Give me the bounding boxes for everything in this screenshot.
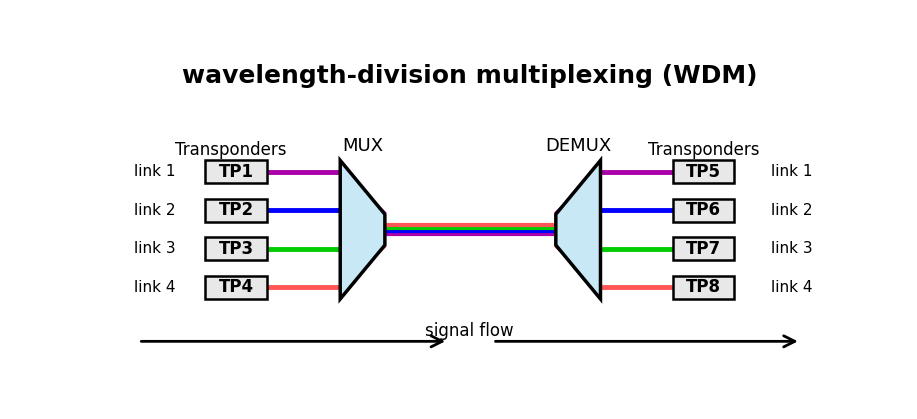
Bar — [673, 276, 735, 299]
Text: link 1: link 1 — [771, 164, 812, 179]
Text: TP7: TP7 — [686, 240, 721, 258]
Text: link 2: link 2 — [134, 203, 175, 218]
Text: link 4: link 4 — [771, 280, 812, 295]
Text: link 3: link 3 — [134, 241, 175, 256]
Text: TP3: TP3 — [219, 240, 254, 258]
Text: TP4: TP4 — [219, 279, 254, 296]
Text: link 2: link 2 — [771, 203, 812, 218]
Text: link 3: link 3 — [771, 241, 813, 256]
Text: TP8: TP8 — [686, 279, 721, 296]
Polygon shape — [556, 160, 601, 299]
Bar — [205, 276, 267, 299]
Bar — [673, 160, 735, 184]
Bar — [205, 199, 267, 222]
Polygon shape — [340, 160, 385, 299]
Text: wavelength-division multiplexing (WDM): wavelength-division multiplexing (WDM) — [182, 64, 757, 88]
Text: Transponders: Transponders — [648, 141, 759, 159]
Text: Transponders: Transponders — [175, 141, 287, 159]
Bar — [673, 238, 735, 261]
Text: DEMUX: DEMUX — [545, 137, 612, 155]
Text: link 1: link 1 — [134, 164, 175, 179]
Text: link 4: link 4 — [134, 280, 175, 295]
Bar — [673, 199, 735, 222]
Text: TP6: TP6 — [686, 202, 721, 220]
Text: signal flow: signal flow — [425, 322, 514, 340]
Bar — [205, 238, 267, 261]
Text: MUX: MUX — [342, 137, 383, 155]
Text: TP2: TP2 — [219, 202, 254, 220]
Text: TP5: TP5 — [686, 163, 721, 181]
Text: TP1: TP1 — [219, 163, 254, 181]
Bar — [205, 160, 267, 184]
